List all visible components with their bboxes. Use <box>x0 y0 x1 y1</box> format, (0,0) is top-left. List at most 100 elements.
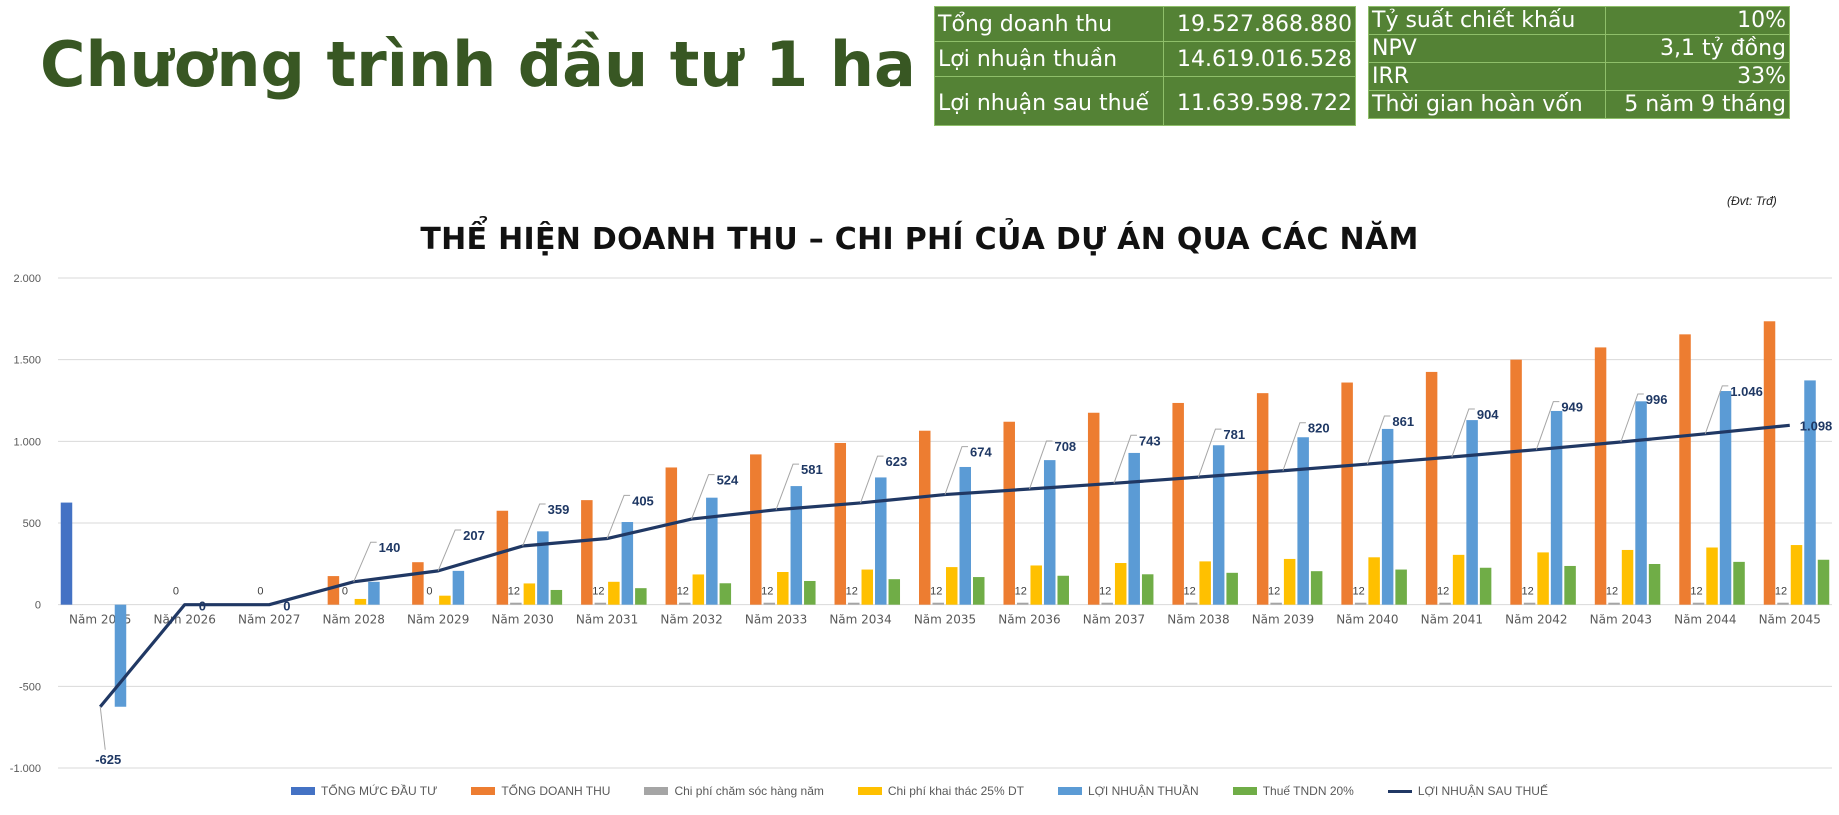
kpi-row: NPV 3,1 tỷ đồng <box>1367 34 1790 63</box>
legend-item: LỢI NHUẬN THUẦN <box>1057 784 1199 798</box>
kpi-row: Thời gian hoàn vốn 5 năm 9 tháng <box>1367 90 1790 119</box>
bar <box>1185 602 1198 605</box>
bar <box>1479 567 1492 605</box>
bar <box>594 602 607 605</box>
bar <box>1114 563 1127 605</box>
bar-data-label: 12 <box>761 586 773 598</box>
bar <box>861 569 874 605</box>
legend-label: TỔNG DOANH THU <box>501 784 611 798</box>
line-data-label: 581 <box>801 462 823 477</box>
leader-line <box>1282 422 1306 471</box>
bar <box>1226 572 1238 605</box>
after-tax-profit-line <box>99 423 1790 708</box>
kpi-value: 19.527.868.880 <box>1163 6 1356 42</box>
x-tick-label: Năm 2026 <box>154 613 216 627</box>
legend-item: LỢI NHUẬN SAU THUẾ <box>1387 784 1548 798</box>
leader-line <box>944 446 968 495</box>
line-data-label: 405 <box>632 493 654 508</box>
leader-line <box>1366 415 1391 465</box>
bar <box>1648 563 1661 605</box>
bar-data-label: 12 <box>508 586 520 598</box>
x-tick-label: Năm 2031 <box>576 613 638 627</box>
line-data-label: 207 <box>463 528 485 543</box>
leader-line <box>1704 385 1729 434</box>
page-title: Chương trình đầu tư 1 ha <box>40 28 916 101</box>
bar <box>932 602 944 605</box>
bar <box>60 502 73 605</box>
bar-data-label: 12 <box>846 586 858 598</box>
bar <box>763 602 776 605</box>
x-tick-label: Năm 2040 <box>1336 613 1398 627</box>
bar <box>635 588 647 605</box>
bar <box>973 577 985 605</box>
legend-label: Chi phí khai thác 25% DT <box>887 784 1024 798</box>
bar <box>888 579 901 605</box>
bar <box>692 574 705 605</box>
bar <box>1297 437 1309 605</box>
x-tick-label: Năm 2039 <box>1252 613 1314 627</box>
kpi-label: NPV <box>1367 34 1607 63</box>
bar <box>946 567 958 605</box>
x-tick-label: Năm 2036 <box>998 613 1060 627</box>
bar <box>439 595 451 605</box>
leader-line <box>1451 408 1475 458</box>
line-data-label: 949 <box>1561 400 1583 415</box>
leader-line <box>775 463 800 510</box>
bar <box>550 589 563 605</box>
bar <box>777 572 789 605</box>
bar <box>1043 460 1056 605</box>
bar <box>1212 445 1225 605</box>
legend-item: Chi phí chăm sóc hàng năm <box>644 784 824 798</box>
legend-item: Chi phí khai thác 25% DT <box>857 784 1024 798</box>
bar <box>1692 602 1705 605</box>
bar <box>834 442 847 605</box>
bar-data-label: 12 <box>1268 586 1280 598</box>
legend-color-swatch-icon <box>857 787 882 795</box>
bar-data-label: 12 <box>1606 586 1618 598</box>
bar-data-label: 12 <box>1775 586 1787 598</box>
y-tick-label: -500 <box>19 681 41 693</box>
x-tick-label: Năm 2041 <box>1421 613 1483 627</box>
legend-label: Thuế TNDN 20% <box>1262 784 1354 798</box>
bar <box>1381 428 1394 605</box>
bar <box>510 602 522 605</box>
kpi-summary-table: Tổng doanh thu 19.527.868.880 Lợi nhuận … <box>933 6 1356 126</box>
bar <box>750 454 762 605</box>
bar <box>1270 602 1282 605</box>
line-data-label: 1.046 <box>1730 384 1763 399</box>
kpi-label: Lợi nhuận thuần <box>933 41 1165 77</box>
legend-label: LỢI NHUẬN SAU THUẾ <box>1417 784 1548 798</box>
bar <box>608 581 620 605</box>
bar <box>1719 391 1732 605</box>
bar <box>1395 569 1407 605</box>
x-tick-label: Năm 2029 <box>407 613 469 627</box>
kpi-finance-table: Tỷ suất chiết khấu 10% NPV 3,1 tỷ đồng I… <box>1367 6 1790 119</box>
y-tick-label: -1.000 <box>10 763 41 775</box>
bar-data-label: 12 <box>930 586 942 598</box>
bar <box>679 602 691 605</box>
line-data-label: 820 <box>1308 421 1330 436</box>
kpi-value: 5 năm 9 tháng <box>1605 90 1790 119</box>
line-data-label: -625 <box>95 752 121 767</box>
chart-title: THỂ HIỆN DOANH THU – CHI PHÍ CỦA DỰ ÁN Q… <box>420 222 1419 257</box>
line-data-label: 140 <box>379 540 401 555</box>
bar <box>368 581 380 605</box>
bar-data-label: 0 <box>342 586 348 598</box>
leader-line <box>1029 440 1053 490</box>
bar <box>1564 565 1576 605</box>
legend-item: Thuế TNDN 20% <box>1232 784 1354 798</box>
bar <box>1368 557 1380 605</box>
x-tick-label: Năm 2043 <box>1590 613 1652 627</box>
leader-line <box>691 474 715 520</box>
bar <box>919 430 931 605</box>
bar <box>1283 558 1296 605</box>
y-tick-label: 1.500 <box>13 355 41 367</box>
bar <box>1621 549 1634 605</box>
bar-data-label: 12 <box>1184 586 1196 598</box>
bar <box>1354 602 1367 605</box>
y-tick-label: 0 <box>35 600 41 612</box>
x-tick-label: Năm 2027 <box>238 613 300 627</box>
line-data-label: 996 <box>1646 392 1668 407</box>
bar <box>1310 571 1323 605</box>
